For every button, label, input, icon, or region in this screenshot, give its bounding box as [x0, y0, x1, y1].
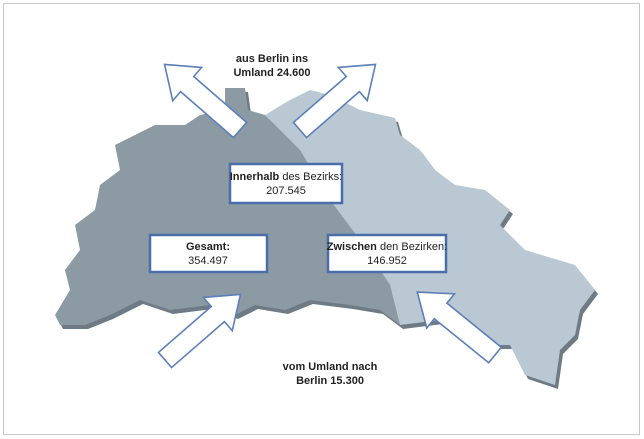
box-value: 146.952 — [367, 255, 407, 267]
arrow-in — [416, 291, 503, 364]
outflow-line: Umland 24.600 — [233, 67, 310, 79]
map-west — [55, 88, 400, 325]
box-label-bold: Innerhalb — [230, 171, 280, 183]
arrow-out — [163, 63, 248, 139]
inflow-line: Berlin 15.300 — [296, 375, 364, 387]
box — [326, 233, 448, 274]
box-label-bold: Zwischen — [327, 241, 377, 253]
box-label: Zwischen den Bezirken: — [327, 241, 447, 253]
box-label-rest: den Bezirken: — [377, 241, 447, 253]
inflow-line: vom Umland nach — [283, 361, 378, 373]
outflow-line: aus Berlin ins — [236, 53, 308, 65]
box-label: Gesamt: — [186, 241, 230, 253]
arrow-out — [292, 63, 377, 139]
box-label-rest: des Bezirks: — [279, 171, 342, 183]
box-label: Innerhalb des Bezirks: — [230, 171, 342, 183]
box-value: 354.497 — [188, 255, 228, 267]
box — [148, 233, 269, 274]
box-value: 207.545 — [266, 185, 306, 197]
box — [228, 162, 344, 205]
arrow-in — [157, 293, 242, 369]
box-label-bold: Gesamt: — [186, 241, 230, 253]
